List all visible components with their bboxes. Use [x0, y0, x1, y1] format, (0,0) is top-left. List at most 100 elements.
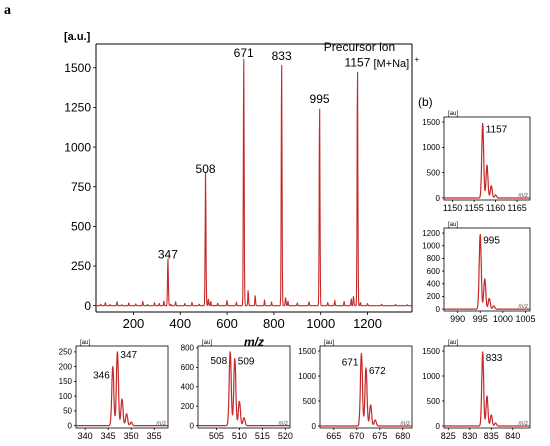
y-axis-label: [au]: [80, 340, 90, 346]
x-axis-label: m/z: [518, 304, 528, 310]
peak-label-671: 671: [342, 358, 359, 369]
y-axis-label: [au]: [448, 222, 458, 228]
y-tick-label: 1000: [298, 372, 316, 381]
y-tick-label: 500: [427, 168, 441, 177]
x-tick-label: 665: [326, 431, 341, 441]
y-tick-label: 1500: [422, 118, 440, 127]
main-spectrum-chart: 0 250 500 750 1000 1250 1500 200 400 600 800 1000 12…: [64, 31, 419, 349]
x-tick-label: 400: [169, 316, 191, 331]
y-tick-label: 50: [63, 407, 72, 416]
x-tick-label: 830: [462, 431, 477, 441]
x-tick-label: 515: [255, 431, 270, 441]
peak-label-347: 347: [120, 350, 137, 361]
x-axis-label: m/z: [518, 421, 528, 427]
y-tick-label: 0: [190, 421, 195, 430]
y-tick-label: 500: [303, 397, 317, 406]
x-axis-label: m/z: [518, 193, 528, 199]
x-tick-label: 200: [123, 316, 145, 331]
spectrum-trace: [443, 351, 531, 427]
peak-label-833: 833: [272, 49, 292, 63]
y-tick-label: 500: [427, 397, 441, 406]
y-tick-label: 400: [181, 383, 195, 392]
x-tick-label: 670: [349, 431, 364, 441]
x-tick-label: 505: [209, 431, 224, 441]
inset-1157-chart: 0 500 1000 1500 1150 1155 1160 1165 [au] m/z 1157: [422, 111, 531, 213]
peak-label-1157: 1157: [345, 56, 371, 70]
x-axis-label: m/z: [156, 421, 166, 427]
y-tick-label: 0: [312, 422, 317, 431]
x-tick-label: 520: [278, 431, 293, 441]
y-tick-label: 0: [84, 299, 91, 313]
spectrum-trace: [319, 352, 413, 427]
x-tick-label: 825: [441, 431, 456, 441]
y-tick-label: 400: [427, 280, 441, 289]
y-tick-label: 1250: [64, 101, 91, 115]
y-axis-label: [au]: [448, 111, 458, 117]
y-tick-label: 1000: [422, 242, 440, 251]
inset-508-chart: 0 200 400 600 800 505 510 515 520 [au] m/z 508 509: [181, 340, 293, 441]
y-tick-label: 0: [436, 422, 441, 431]
y-tick-label: 1000: [64, 140, 91, 154]
y-tick-label: 1500: [422, 347, 440, 356]
x-tick-label: 510: [232, 431, 247, 441]
x-tick-label: 995: [473, 314, 488, 324]
y-tick-label: 0: [436, 194, 441, 203]
peak-label-672: 672: [369, 366, 386, 377]
y-tick-label: 800: [181, 344, 195, 353]
x-axis-label: m/z: [400, 421, 410, 427]
y-axis-label: [a.u.]: [64, 31, 91, 43]
plot-frame: [443, 345, 531, 429]
y-tick-label: 100: [59, 392, 73, 401]
peak-label: 833: [486, 353, 503, 364]
peak-label-508: 508: [211, 356, 228, 367]
peak-label-671: 671: [234, 46, 254, 60]
x-tick-label: 350: [124, 431, 139, 441]
x-tick-label: 1200: [353, 316, 382, 331]
x-tick-label: 835: [484, 431, 499, 441]
x-tick-label: 1155: [464, 203, 483, 213]
y-tick-label: 1000: [422, 372, 440, 381]
x-tick-label: 1160: [486, 203, 505, 213]
x-tick-label: 1005: [515, 314, 535, 324]
panel-b-label: (b): [418, 95, 433, 109]
y-tick-label: 600: [181, 363, 195, 372]
panel-a-label: a: [4, 3, 11, 18]
peak-label-347: 347: [158, 247, 178, 261]
inset-347-chart: 0 50 100 150 200 250 340 345 350 355 [au] m/z 346 347: [59, 340, 169, 441]
x-tick-label: 675: [372, 431, 387, 441]
x-tick-label: 840: [505, 431, 520, 441]
y-tick-label: 200: [427, 292, 441, 301]
x-tick-label: 680: [395, 431, 410, 441]
inset-671-chart: 0 500 1000 1500 665 670 675 680 [au] m/z 671 672: [298, 340, 413, 441]
peak-label-995: 995: [310, 92, 330, 106]
spectrum-trace: [443, 233, 531, 310]
y-tick-label: 150: [59, 377, 73, 386]
precursor-adduct-charge: +: [414, 55, 419, 64]
x-tick-label: 990: [450, 314, 465, 324]
y-axis-label: [au]: [324, 340, 334, 346]
plot-frame: [75, 345, 169, 429]
x-tick-label: 1000: [306, 316, 335, 331]
y-tick-label: 800: [427, 254, 441, 263]
peak-label: 995: [483, 235, 500, 246]
y-tick-label: 500: [71, 220, 91, 234]
peak-label-508: 508: [196, 162, 216, 176]
x-tick-label: 1000: [493, 314, 513, 324]
x-tick-label: 355: [147, 431, 162, 441]
y-tick-label: 1500: [298, 347, 316, 356]
y-tick-label: 250: [71, 259, 91, 273]
y-tick-label: 1200: [422, 229, 440, 238]
y-axis-label: [au]: [448, 340, 458, 346]
y-tick-label: 1000: [422, 143, 440, 152]
peak-label: 1157: [486, 125, 508, 136]
y-axis-label: [au]: [202, 340, 212, 346]
x-tick-label: 340: [78, 431, 93, 441]
x-tick-label: 1165: [507, 203, 526, 213]
y-tick-label: 0: [436, 305, 441, 314]
y-tick-label: 200: [59, 362, 73, 371]
plot-frame: [443, 227, 531, 312]
y-tick-label: 200: [181, 402, 195, 411]
spectrum-trace: [75, 351, 169, 427]
peak-label-346: 346: [93, 371, 110, 382]
